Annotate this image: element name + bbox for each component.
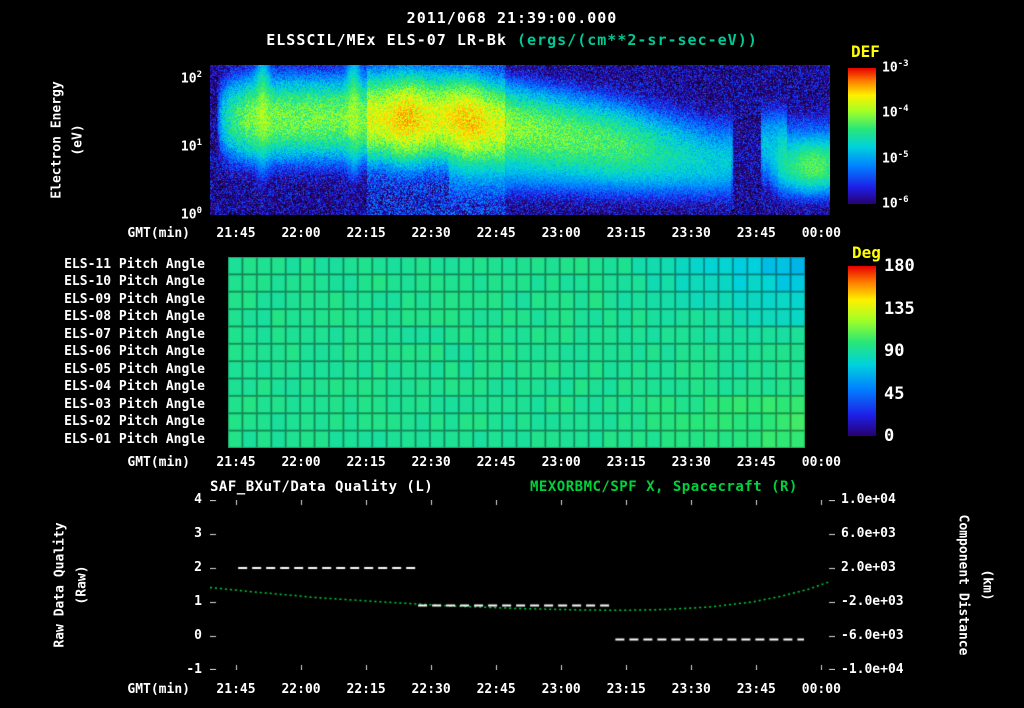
quality-ytick-label: 0 bbox=[194, 628, 202, 643]
time-tick-label: 22:45 bbox=[476, 455, 516, 470]
quality-distance-line-plot bbox=[210, 500, 835, 670]
units-label: (ergs/(cm**2-sr-sec-eV)) bbox=[506, 31, 758, 49]
distance-ytick-label: -1.0e+04 bbox=[841, 662, 904, 677]
distance-ytick-label: 1.0e+04 bbox=[841, 492, 896, 507]
gmt-axis-label: GMT(min) bbox=[127, 682, 190, 697]
quality-y-axis-units: (Raw) bbox=[74, 565, 90, 605]
plot-title: ELSSCIL/MEx ELS-07 LR-Bk (ergs/(cm**2-sr… bbox=[0, 31, 1024, 49]
time-tick-label: 22:15 bbox=[346, 682, 386, 697]
pitch-row-label: ELS-02 Pitch Angle bbox=[64, 414, 205, 430]
spectrogram-ytick-label: 102 bbox=[180, 69, 202, 86]
pitch-row-label: ELS-06 Pitch Angle bbox=[64, 344, 205, 360]
deg-colorbar bbox=[848, 266, 876, 436]
distance-ytick-label: -6.0e+03 bbox=[841, 628, 904, 643]
pitch-row-label: ELS-04 Pitch Angle bbox=[64, 379, 205, 395]
quality-ytick-label: 1 bbox=[194, 594, 202, 609]
time-tick-label: 21:45 bbox=[216, 455, 256, 470]
time-tick-label: 22:30 bbox=[411, 226, 451, 241]
deg-colorbar-tick-label: 180 bbox=[884, 256, 915, 276]
time-tick-label: 23:00 bbox=[541, 455, 581, 470]
distance-y-axis-label: Component Distance bbox=[955, 514, 971, 656]
pitch-row-label: ELS-07 Pitch Angle bbox=[64, 326, 205, 342]
electron-energy-spectrogram bbox=[210, 65, 830, 215]
pitch-row-label: ELS-08 Pitch Angle bbox=[64, 309, 205, 325]
time-tick-label: 23:45 bbox=[736, 682, 776, 697]
time-tick-label: 00:00 bbox=[801, 455, 841, 470]
deg-colorbar-tick-label: 90 bbox=[884, 341, 905, 361]
time-tick-label: 23:00 bbox=[541, 682, 581, 697]
spectrogram-time-axis: GMT(min) 21:45 22:00 22:15 22:30 22:45 23:00 23… bbox=[0, 226, 1024, 244]
def-colorbar-tick-label: 10-4 bbox=[882, 104, 909, 121]
def-colorbar-title: DEF bbox=[851, 42, 880, 61]
pitch-time-axis: GMT(min) 21:45 22:00 22:15 22:30 22:45 23:00 23… bbox=[0, 455, 1024, 473]
spacecraft-series-title: MEXORBMC/SPF X, Spacecraft (R) bbox=[530, 479, 798, 495]
deg-colorbar-tick-label: 135 bbox=[884, 298, 915, 319]
quality-ytick-label: 2 bbox=[194, 560, 202, 575]
time-tick-label: 23:00 bbox=[541, 226, 581, 241]
lineplot-time-axis: GMT(min) 21:45 22:00 22:15 22:30 22:45 23:00 23… bbox=[0, 682, 1024, 700]
deg-colorbar-tick-label: 0 bbox=[884, 426, 895, 446]
distance-y-axis-units: (km) bbox=[979, 569, 995, 601]
quality-series-title: SAF_BXuT/Data Quality (L) bbox=[210, 479, 434, 495]
pitch-row-label: ELS-09 Pitch Angle bbox=[64, 291, 205, 307]
time-tick-label: 22:00 bbox=[281, 455, 321, 470]
def-colorbar-tick-label: 10-6 bbox=[882, 195, 909, 212]
distance-ytick-label: 6.0e+03 bbox=[841, 526, 896, 541]
pitch-row-label: ELS-01 Pitch Angle bbox=[64, 432, 205, 447]
distance-ytick-label: 2.0e+03 bbox=[841, 560, 896, 575]
quality-ytick-label: -1 bbox=[186, 662, 202, 677]
deg-colorbar-title: Deg bbox=[852, 243, 881, 262]
pitch-angle-heatmap bbox=[228, 257, 805, 448]
time-tick-label: 23:30 bbox=[671, 455, 711, 470]
time-tick-label: 22:30 bbox=[411, 682, 451, 697]
time-tick-label: 22:30 bbox=[411, 455, 451, 470]
def-colorbar-tick-label: 10-5 bbox=[882, 149, 909, 166]
pitch-row-label: ELS-10 Pitch Angle bbox=[64, 274, 205, 290]
time-tick-label: 21:45 bbox=[216, 226, 256, 241]
time-tick-label: 22:45 bbox=[476, 682, 516, 697]
time-tick-label: 23:45 bbox=[736, 226, 776, 241]
pitch-row-label: ELS-05 Pitch Angle bbox=[64, 361, 205, 377]
time-tick-label: 22:00 bbox=[281, 226, 321, 241]
instrument-title: ELSSCIL/MEx ELS-07 LR-Bk bbox=[266, 31, 507, 49]
spectrogram-y-axis-units: (eV) bbox=[70, 124, 86, 156]
gmt-axis-label: GMT(min) bbox=[127, 455, 190, 470]
time-tick-label: 22:45 bbox=[476, 226, 516, 241]
spectrogram-ytick-label: 100 bbox=[180, 206, 202, 223]
quality-y-axis-label: Raw Data Quality bbox=[52, 522, 68, 648]
distance-ytick-label: -2.0e+03 bbox=[841, 594, 904, 609]
time-tick-label: 21:45 bbox=[216, 682, 256, 697]
time-tick-label: 22:15 bbox=[346, 455, 386, 470]
def-colorbar-tick-label: 10-3 bbox=[882, 59, 909, 76]
quality-ytick-label: 3 bbox=[194, 526, 202, 541]
spectrogram-y-axis-label: Electron Energy bbox=[49, 81, 65, 199]
gmt-axis-label: GMT(min) bbox=[127, 226, 190, 241]
def-colorbar bbox=[848, 68, 876, 204]
time-tick-label: 23:45 bbox=[736, 455, 776, 470]
time-tick-label: 22:00 bbox=[281, 682, 321, 697]
pitch-row-label: ELS-03 Pitch Angle bbox=[64, 396, 205, 412]
time-tick-label: 23:15 bbox=[606, 226, 646, 241]
time-tick-label: 23:30 bbox=[671, 226, 711, 241]
time-tick-label: 23:15 bbox=[606, 455, 646, 470]
time-tick-label: 00:00 bbox=[801, 682, 841, 697]
deg-colorbar-tick-label: 45 bbox=[884, 383, 905, 404]
quality-ytick-label: 4 bbox=[194, 492, 202, 507]
time-tick-label: 23:15 bbox=[606, 682, 646, 697]
time-tick-label: 00:00 bbox=[801, 226, 841, 241]
timestamp-title: 2011/068 21:39:00.000 bbox=[406, 9, 618, 27]
time-tick-label: 23:30 bbox=[671, 682, 711, 697]
spectrogram-ytick-label: 101 bbox=[180, 137, 202, 155]
time-tick-label: 22:15 bbox=[346, 226, 386, 241]
pitch-row-label: ELS-11 Pitch Angle bbox=[64, 256, 205, 272]
